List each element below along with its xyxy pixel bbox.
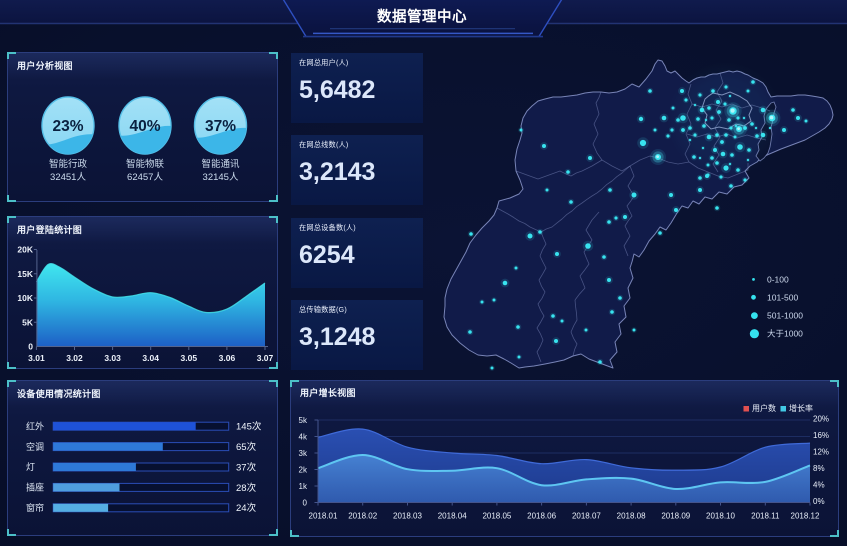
svg-text:2018.02: 2018.02 [348,512,377,521]
svg-text:3k: 3k [299,449,308,458]
svg-text:智能物联: 智能物联 [126,158,165,170]
svg-text:2018.10: 2018.10 [706,512,735,521]
svg-text:40%: 40% [129,118,160,135]
svg-text:2018.04: 2018.04 [438,512,467,521]
svg-text:增长率: 增长率 [789,403,813,413]
svg-text:数据管理中心: 数据管理中心 [377,8,467,26]
svg-text:16%: 16% [813,431,829,440]
svg-text:20K: 20K [17,245,33,255]
svg-text:0%: 0% [813,497,825,506]
svg-text:32145人: 32145人 [203,172,239,183]
svg-text:23%: 23% [52,118,83,135]
svg-text:3.03: 3.03 [104,353,121,363]
svg-text:大于1000: 大于1000 [767,329,803,339]
svg-text:65次: 65次 [236,441,257,453]
svg-text:12%: 12% [813,448,829,457]
svg-text:3.02: 3.02 [66,353,83,363]
svg-text:2018.09: 2018.09 [661,512,690,521]
svg-text:智能行政: 智能行政 [49,158,88,170]
svg-text:红外: 红外 [26,420,44,431]
svg-text:145次: 145次 [236,421,262,433]
svg-text:用户数: 用户数 [752,403,776,413]
svg-text:2018.03: 2018.03 [393,512,422,521]
svg-text:0: 0 [28,342,33,352]
svg-text:20%: 20% [813,415,829,424]
svg-text:3.07: 3.07 [257,353,274,363]
svg-text:3.06: 3.06 [219,353,236,363]
svg-text:32451人: 32451人 [50,172,86,183]
svg-text:501-1000: 501-1000 [767,311,803,321]
svg-text:插座: 插座 [26,482,44,493]
svg-text:2018.07: 2018.07 [572,512,601,521]
svg-text:1k: 1k [299,482,308,491]
svg-text:空调: 空调 [26,441,44,452]
svg-text:15K: 15K [17,269,33,279]
svg-text:智能通讯: 智能通讯 [201,158,240,170]
svg-text:3.04: 3.04 [142,353,159,363]
svg-text:37次: 37次 [236,461,257,473]
svg-text:窗帘: 窗帘 [26,502,44,513]
svg-text:2018.08: 2018.08 [617,512,646,521]
svg-text:2018.06: 2018.06 [527,512,556,521]
svg-text:8%: 8% [813,464,825,473]
svg-text:4k: 4k [299,433,308,442]
svg-text:2018.11: 2018.11 [751,512,780,521]
svg-text:2018.05: 2018.05 [482,512,511,521]
svg-text:62457人: 62457人 [127,172,163,183]
svg-text:10K: 10K [17,293,33,303]
svg-text:37%: 37% [205,118,236,135]
svg-text:灯: 灯 [26,462,35,472]
svg-text:101-500: 101-500 [767,292,798,302]
svg-text:5k: 5k [299,416,308,425]
svg-text:2018.01: 2018.01 [309,512,338,521]
svg-text:2k: 2k [299,466,308,475]
svg-text:2018.12: 2018.12 [791,512,820,521]
svg-text:5K: 5K [22,317,34,327]
svg-text:24次: 24次 [236,502,257,514]
svg-text:3.01: 3.01 [28,353,45,363]
svg-text:4%: 4% [813,481,825,490]
svg-text:3.05: 3.05 [181,353,198,363]
svg-text:0-100: 0-100 [767,274,789,284]
svg-text:0: 0 [303,499,308,508]
svg-text:28次: 28次 [236,482,257,494]
